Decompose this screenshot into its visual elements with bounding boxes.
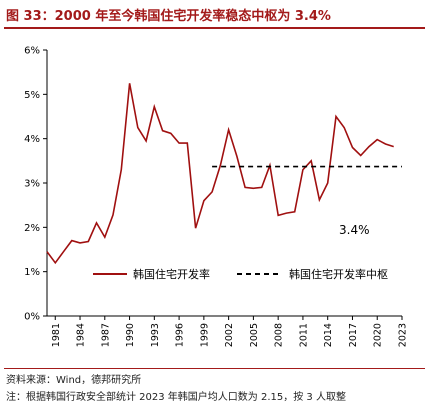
x-tick-label: 1996 <box>175 323 186 347</box>
x-tick-label: 1993 <box>150 323 161 347</box>
x-tick-label: 1990 <box>125 323 136 347</box>
y-tick-label: 6% <box>24 46 40 57</box>
footer-divider <box>4 368 425 369</box>
x-tick-label: 2005 <box>249 323 260 347</box>
x-tick-label: 1987 <box>100 323 111 347</box>
x-tick-label: 2008 <box>274 323 285 347</box>
y-tick-label: 1% <box>24 267 40 278</box>
x-tick-label: 2020 <box>373 323 384 347</box>
chart-container: 0% 1% 2% 3% 4% 5% 6% 1981 1984 1987 1990 1993 1996 1… <box>0 30 429 366</box>
y-tick-label: 4% <box>24 134 40 145</box>
x-tick-label: 2014 <box>323 323 334 347</box>
legend: 韩国住宅开发率 韩国住宅开发率中枢 <box>93 267 388 281</box>
legend-label-main: 韩国住宅开发率 <box>133 267 210 281</box>
y-tick-label: 5% <box>24 90 40 101</box>
reference-value-label: 3.4% <box>339 223 370 237</box>
title-divider <box>4 27 425 29</box>
footnote: 注：根据韩国行政安全部统计 2023 年韩国户均人口数为 2.15，按 3 人取… <box>6 392 346 403</box>
y-tick-label: 0% <box>24 312 40 323</box>
chart-title: 图 33：2000 年至今韩国住宅开发率稳态中枢为 3.4% <box>6 9 331 24</box>
x-tick-label: 1981 <box>51 323 62 347</box>
x-tick-label: 1999 <box>199 323 210 347</box>
series-group <box>46 83 402 265</box>
y-tick-label: 3% <box>24 179 40 190</box>
x-tick-label: 2002 <box>224 323 235 347</box>
x-tick-label: 2023 <box>398 323 409 347</box>
x-tick-label: 1984 <box>76 323 87 347</box>
source-note: 资料来源：Wind，德邦研究所 <box>6 375 142 386</box>
x-tick-label: 2011 <box>298 323 309 347</box>
chart-svg: 0%1%2%3%4%5%6% 1981 1984 1987 1990 1993 1996 1… <box>24 46 409 348</box>
legend-label-reference: 韩国住宅开发率中枢 <box>289 267 388 281</box>
series-line-main <box>46 83 394 265</box>
y-tick-group: 0% 1% 2% 3% 4% 5% 6% <box>24 46 47 323</box>
x-tick-label: 2017 <box>348 323 359 347</box>
y-tick-label: 2% <box>24 223 40 234</box>
x-tick-group: 1981 1984 1987 1990 1993 1996 1999 2002 2005 2008… <box>51 316 409 347</box>
